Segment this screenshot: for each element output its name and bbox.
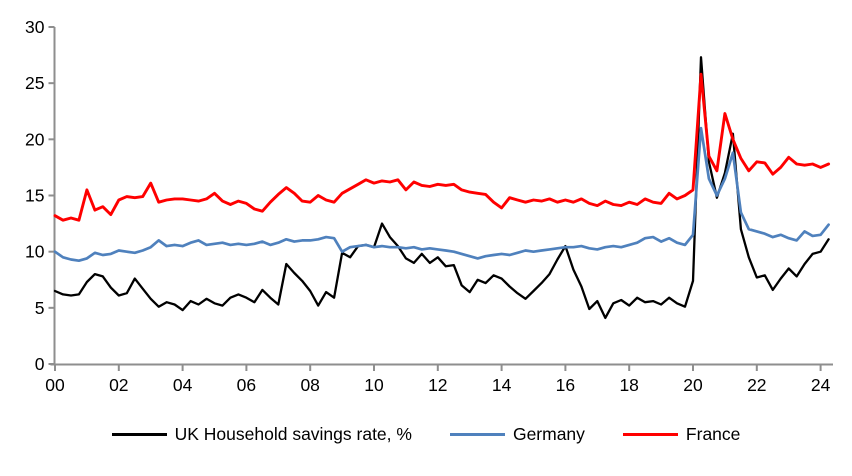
legend-label-france: France: [685, 424, 741, 444]
x-tick-label: 14: [492, 375, 512, 395]
legend-item-germany: Germany: [449, 424, 585, 445]
y-tick-label: 0: [35, 354, 45, 374]
y-tick-label: 10: [25, 242, 45, 262]
x-tick-label: 16: [556, 375, 575, 395]
x-tick-label: 18: [619, 375, 638, 395]
chart-canvas: 0 5 10 15 20 25 30 00 02 04 06 08 10 12 14 16 18 20 22 24: [25, 17, 833, 395]
legend-label-uk: UK Household savings rate, %: [174, 424, 412, 444]
chart-legend: UK Household savings rate, % Germany Fra…: [0, 424, 852, 445]
x-tick-label: 02: [109, 375, 128, 395]
x-tick-label: 06: [237, 375, 256, 395]
x-tick-label: 12: [428, 375, 447, 395]
x-tick-label: 00: [45, 375, 65, 395]
legend-label-germany: Germany: [512, 424, 585, 444]
x-tick-label: 24: [811, 375, 831, 395]
x-tick-label: 04: [173, 375, 193, 395]
y-tick-label: 25: [25, 73, 44, 93]
y-tick-label: 20: [25, 129, 45, 149]
uk-line-swatch-icon: [111, 433, 167, 436]
series-line-germany: [53, 126, 830, 263]
x-tick-label: 20: [683, 375, 703, 395]
legend-item-uk: UK Household savings rate, %: [111, 424, 412, 445]
x-tick-label: 22: [747, 375, 766, 395]
y-tick-label: 5: [35, 298, 45, 318]
germany-line-swatch-icon: [449, 433, 505, 436]
series-line-france: [53, 72, 831, 222]
france-line-swatch-icon: [622, 433, 678, 436]
y-tick-label: 15: [25, 186, 44, 206]
x-tick-label: 10: [364, 375, 384, 395]
legend-item-france: France: [622, 424, 741, 445]
y-tick-label: 30: [25, 17, 45, 37]
x-tick-label: 08: [300, 375, 319, 395]
